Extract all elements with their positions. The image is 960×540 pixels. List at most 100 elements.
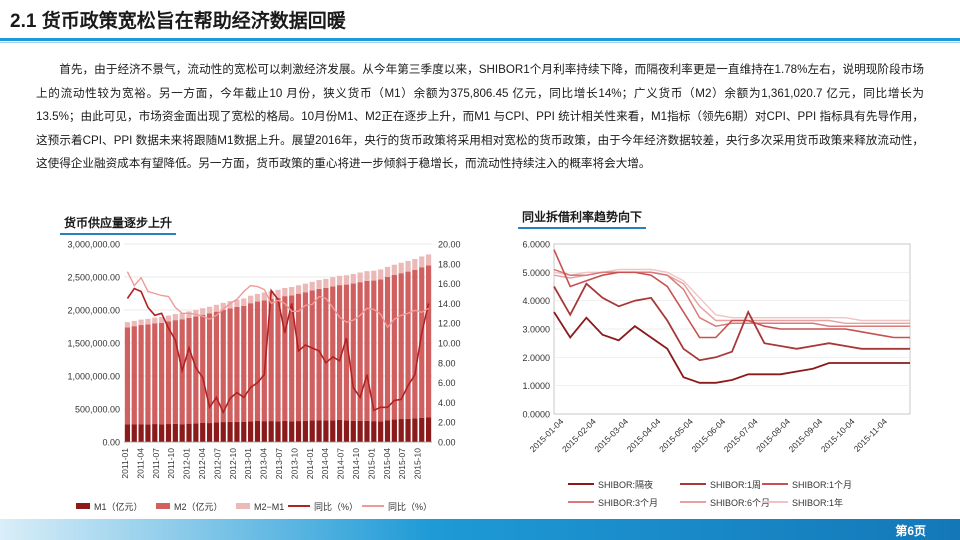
series-line-shibor — [553, 282, 910, 362]
x-tick-label: 2015-09-04 — [787, 416, 825, 454]
footer-bar: 第6页 — [0, 519, 960, 540]
bar-m2 — [364, 280, 370, 421]
y-tick-label: 2.0000 — [522, 353, 550, 363]
bar-m2-m1 — [186, 311, 192, 318]
legend-label: 同比（%） — [388, 501, 432, 512]
x-tick-label: 2014-07 — [336, 448, 346, 479]
bar-m1 — [268, 421, 274, 442]
bar-m2-m1 — [316, 280, 322, 289]
bar-m2-m1 — [336, 275, 343, 286]
series-line-shibor — [553, 268, 910, 327]
bar-m2 — [172, 320, 178, 424]
x-tick-label: 2015-08-04 — [754, 416, 792, 454]
bar-m1 — [357, 420, 363, 442]
bar-m2 — [371, 280, 377, 422]
bar-m2 — [138, 325, 144, 425]
y-left-tick-label: 3,000,000.00 — [67, 240, 120, 250]
y-right-tick-label: 20.00 — [438, 240, 461, 250]
bar-m2 — [405, 271, 411, 419]
x-tick-label: 2015-06-04 — [689, 416, 727, 454]
series-line-shibor — [553, 249, 910, 339]
bar-m1 — [213, 422, 220, 442]
bar-m1 — [302, 420, 308, 442]
legend-label: SHIBOR:隔夜 — [598, 479, 653, 490]
y-tick-label: 4.0000 — [522, 296, 550, 306]
legend-swatch — [76, 503, 90, 509]
bar-m1 — [343, 420, 350, 442]
x-tick-label: 2011-07 — [151, 448, 161, 479]
bar-m1 — [330, 420, 336, 442]
x-tick-label: 2011-10 — [166, 448, 176, 479]
bar-m1 — [398, 419, 404, 442]
bar-m2-m1 — [193, 310, 199, 317]
bar-m2 — [206, 313, 213, 424]
bar-m1 — [186, 423, 192, 442]
bar-m2-m1 — [124, 322, 131, 328]
legend-swatch — [236, 503, 250, 509]
bar-m2 — [248, 303, 254, 422]
x-tick-label: 2012-10 — [228, 448, 238, 479]
chart1-title-underline — [60, 233, 177, 235]
bar-m1 — [145, 424, 151, 442]
bar-m1 — [378, 421, 384, 442]
x-tick-label: 2015-04 — [382, 448, 392, 479]
bar-m2-m1 — [220, 302, 226, 310]
legend-swatch — [156, 503, 170, 509]
bar-m1 — [419, 417, 425, 442]
bar-m1 — [412, 418, 418, 442]
bar-m2 — [220, 309, 226, 423]
bar-m2-m1 — [330, 277, 336, 287]
bar-m2 — [131, 326, 137, 425]
bar-m1 — [295, 421, 302, 442]
bar-m2-m1 — [405, 261, 411, 272]
bar-m1 — [275, 421, 281, 442]
bar-m2-m1 — [145, 318, 151, 325]
bar-m1 — [138, 424, 144, 442]
bar-m2-m1 — [275, 289, 281, 298]
y-left-tick-label: 2,000,000.00 — [67, 306, 120, 316]
x-tick-label: 2015-04-04 — [625, 416, 663, 454]
bar-m1 — [323, 420, 329, 442]
bar-m2-m1 — [234, 299, 240, 307]
bar-m1 — [405, 418, 411, 442]
bar-m2-m1 — [323, 278, 329, 288]
bar-m2-m1 — [371, 270, 377, 281]
y-right-tick-label: 4.00 — [438, 398, 456, 408]
bar-m1 — [309, 420, 315, 442]
bar-m1 — [200, 422, 206, 442]
y-tick-label: 0.0000 — [522, 410, 550, 420]
bar-m1 — [336, 419, 343, 442]
bar-m2 — [254, 301, 261, 422]
x-tick-label: 2015-05-04 — [657, 416, 695, 454]
bar-m2-m1 — [282, 287, 288, 297]
legend-label: SHIBOR:1周 — [710, 480, 761, 490]
bar-m1 — [282, 420, 288, 442]
bar-m1 — [350, 420, 356, 442]
y-right-tick-label: 2.00 — [438, 418, 456, 428]
bar-m2 — [398, 273, 404, 420]
y-tick-label: 5.0000 — [522, 268, 550, 278]
bar-m2 — [124, 327, 131, 425]
bar-m2-m1 — [254, 293, 261, 302]
chart1-title-text: 货币供应量逐步上升 — [64, 216, 173, 230]
x-tick-label: 2015-07 — [397, 448, 407, 479]
bar-m2 — [357, 282, 363, 421]
bar-m2 — [275, 297, 281, 422]
bar-m2 — [241, 305, 247, 423]
bar-m2 — [350, 283, 356, 421]
bar-m2 — [261, 300, 267, 422]
y-left-tick-label: 1,500,000.00 — [67, 339, 120, 349]
bar-m2 — [227, 308, 233, 422]
bar-m1 — [193, 423, 199, 442]
bar-m2-m1 — [200, 308, 206, 315]
bar-m2-m1 — [398, 262, 404, 274]
x-tick-label: 2015-01-04 — [528, 416, 566, 454]
chart2-title-underline — [518, 227, 647, 229]
bar-m1 — [316, 420, 322, 442]
bar-m2-m1 — [227, 301, 233, 309]
bar-m1 — [227, 421, 233, 442]
bar-m2-m1 — [179, 313, 185, 320]
x-tick-label: 2011-01 — [120, 448, 130, 479]
bar-m2 — [419, 267, 425, 418]
bar-m1 — [179, 424, 185, 442]
